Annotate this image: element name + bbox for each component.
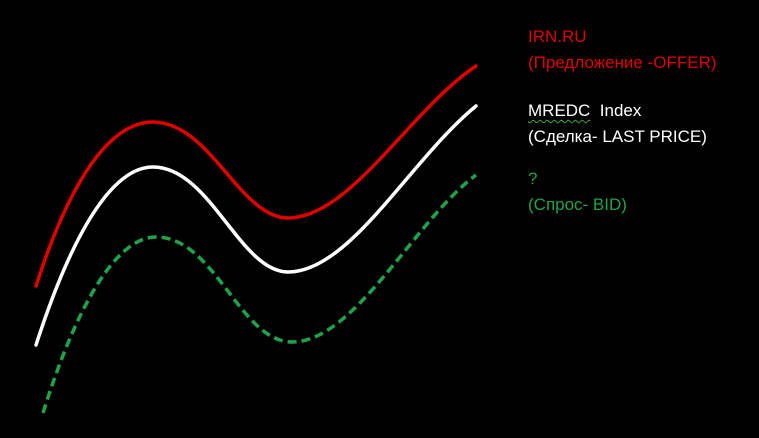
bid-source-label: ? <box>528 169 538 188</box>
bid-description-label: (Спрос- BID) <box>528 195 627 214</box>
offer-curve <box>34 64 478 288</box>
offer-description-label: (Предложение -OFFER) <box>528 53 717 72</box>
last-price-curve <box>34 104 478 347</box>
last-price-description-label: (Сделка- LAST PRICE) <box>528 127 707 146</box>
last-price-source-name: MREDC <box>528 101 591 120</box>
bid-curve <box>41 173 478 414</box>
offer-source-label: IRN.RU <box>528 27 587 46</box>
last-price-source-label: MREDC Index <box>528 101 641 121</box>
last-price-source-suffix: Index <box>590 101 642 120</box>
